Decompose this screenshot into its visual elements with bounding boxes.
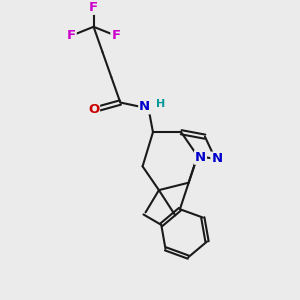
Text: N: N <box>139 100 150 113</box>
Text: F: F <box>89 1 98 14</box>
Text: N: N <box>211 152 222 165</box>
Text: N: N <box>195 151 206 164</box>
Text: F: F <box>111 29 120 42</box>
Text: H: H <box>156 99 165 109</box>
Text: F: F <box>67 29 76 42</box>
Text: O: O <box>88 103 99 116</box>
